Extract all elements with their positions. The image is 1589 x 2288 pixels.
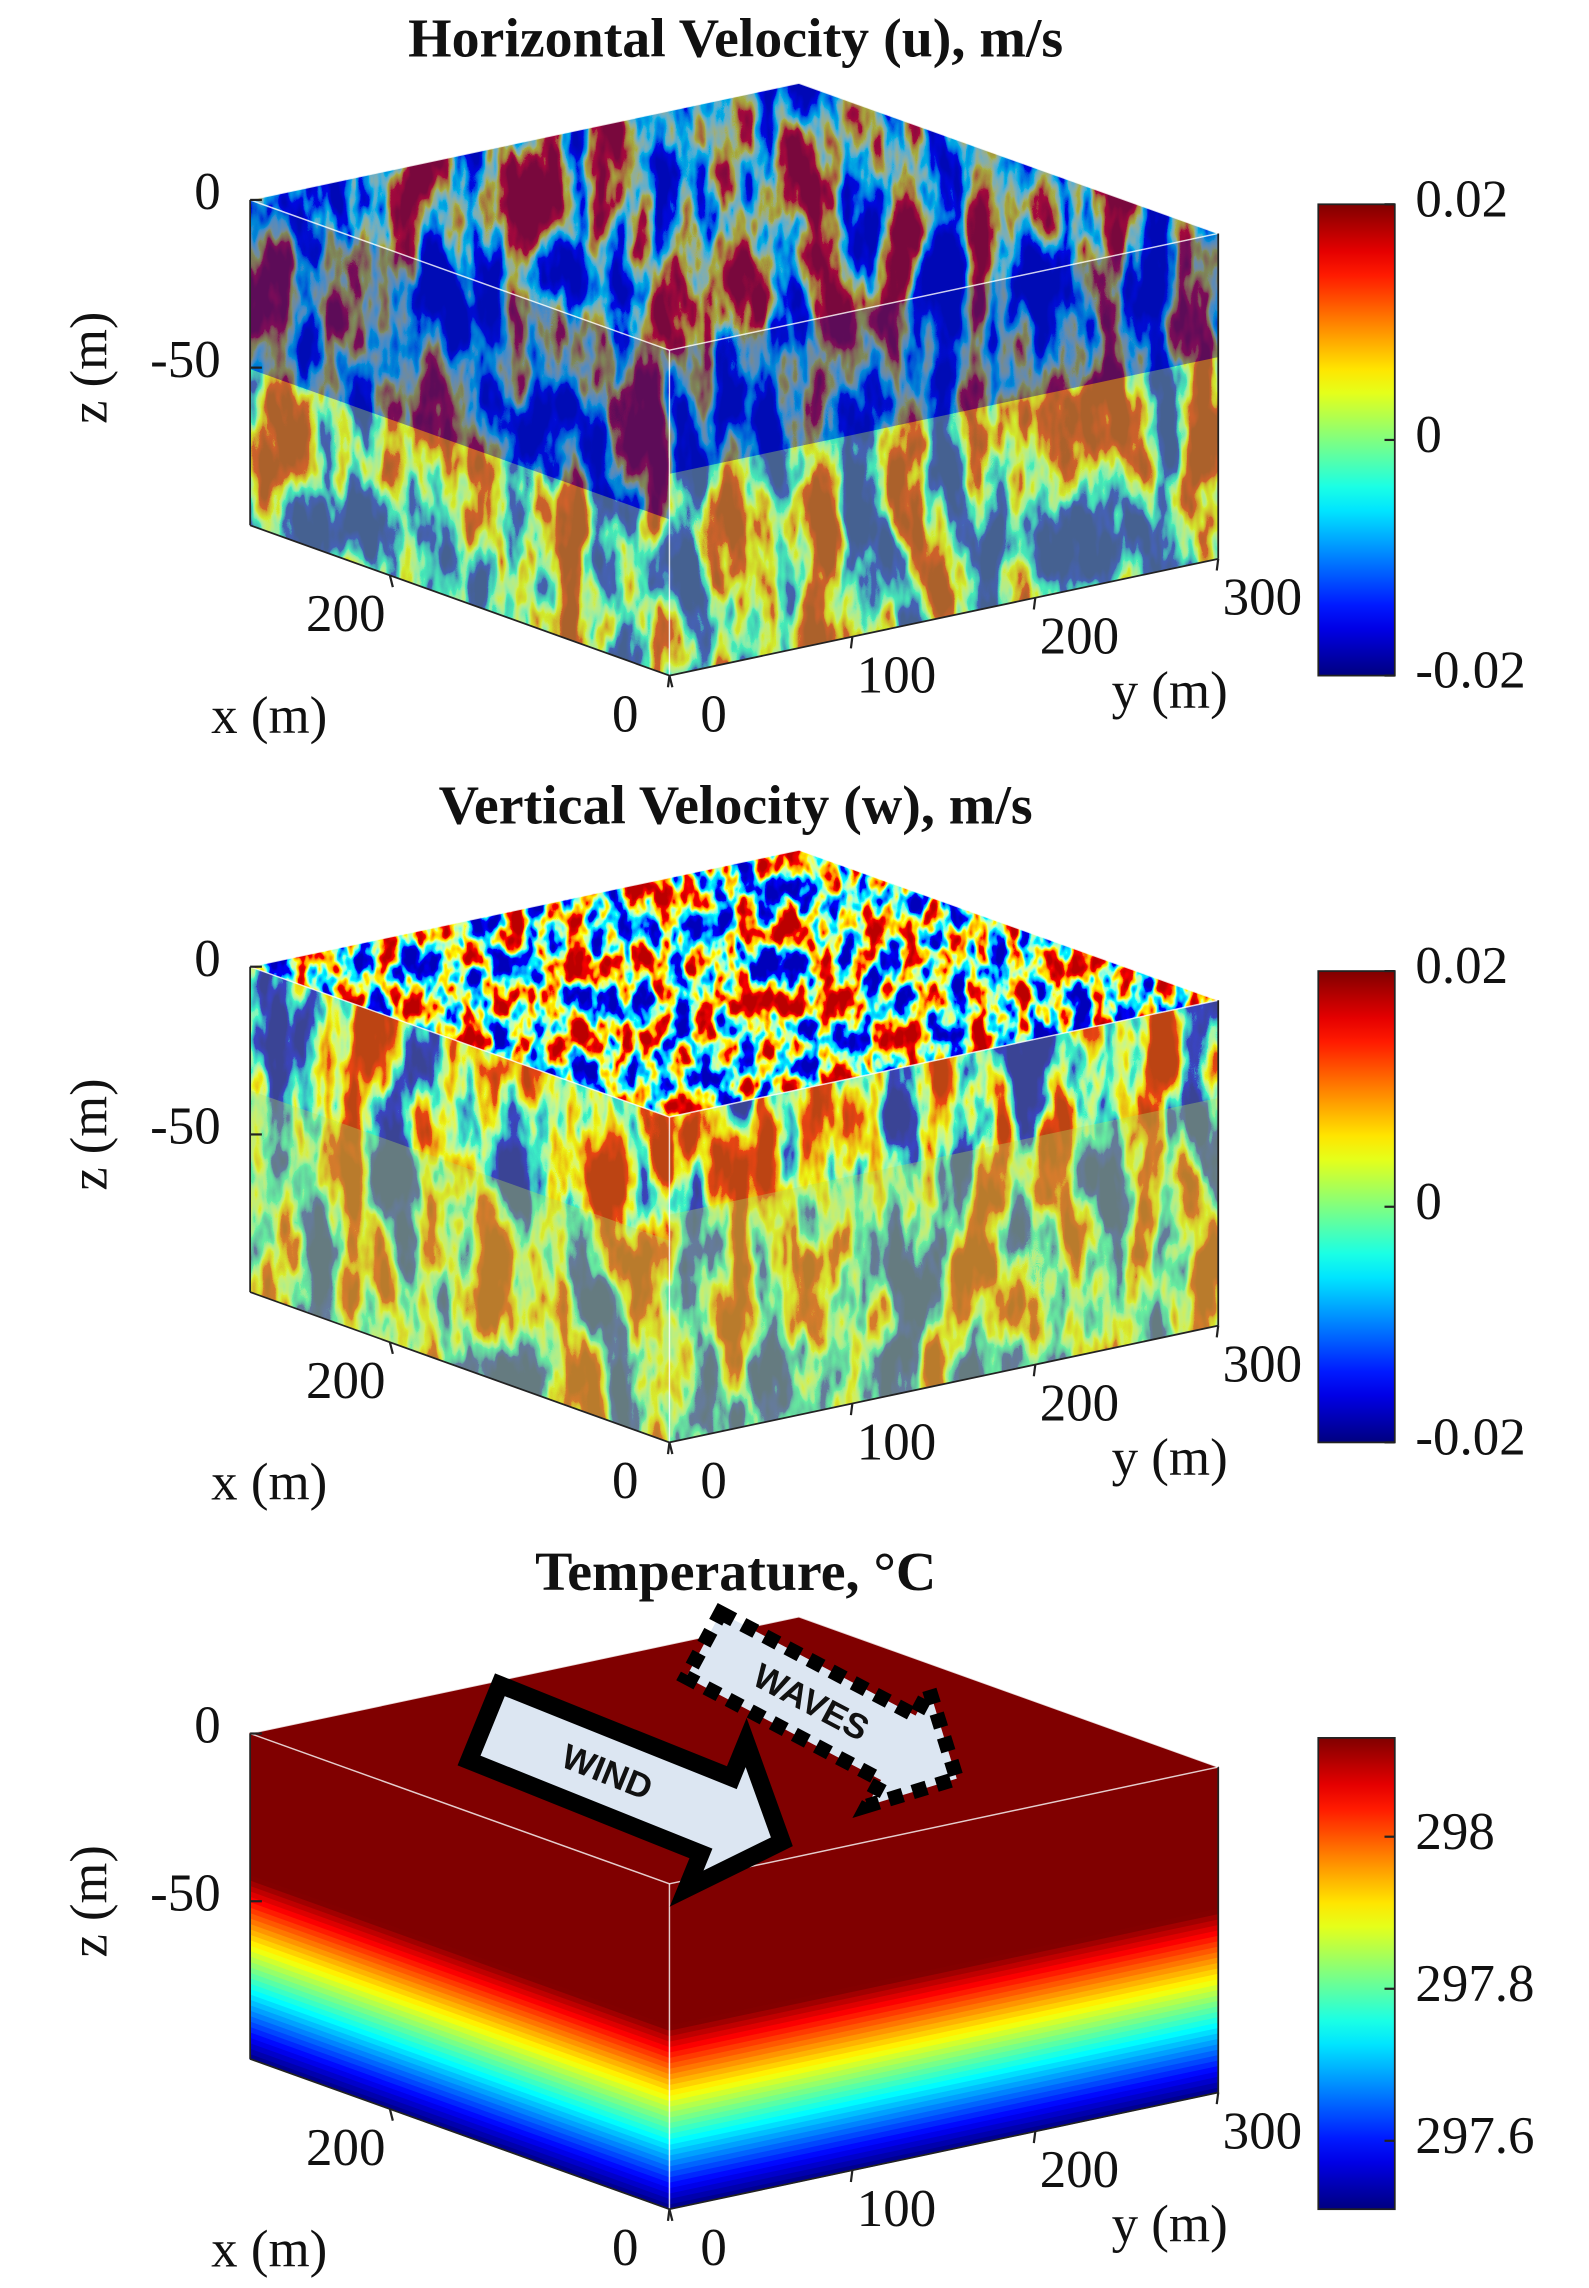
x-tick bbox=[388, 1341, 394, 1355]
y-tick bbox=[1032, 1364, 1037, 1377]
x-tick-label: 0 bbox=[612, 686, 638, 744]
box-edge bbox=[798, 849, 1219, 1001]
axis-line bbox=[669, 1324, 1219, 1444]
wind-arrow: WIND bbox=[457, 1673, 793, 1907]
z-tick-label: -50 bbox=[150, 1865, 221, 1923]
y-tick-label: 300 bbox=[1223, 1336, 1302, 1394]
colorbar-tick-label: -0.02 bbox=[1415, 1409, 1525, 1467]
box-edge bbox=[249, 82, 800, 201]
box-edge bbox=[669, 999, 1219, 1118]
y-axis-label: y (m) bbox=[1112, 662, 1228, 720]
y-tick bbox=[1032, 597, 1037, 610]
colorbar-tick-label: 298 bbox=[1415, 1803, 1494, 1861]
y-tick-label: 0 bbox=[700, 686, 726, 744]
z-tick-label: 0 bbox=[194, 930, 220, 988]
box-edge bbox=[249, 966, 670, 1118]
panel-title: Vertical Velocity (w), m/s bbox=[439, 775, 1033, 837]
panel-title: Horizontal Velocity (u), m/s bbox=[408, 8, 1063, 70]
colorbar-tick-label: 0 bbox=[1415, 406, 1441, 464]
axis-line bbox=[249, 524, 670, 677]
z-tick-label: 0 bbox=[194, 1697, 220, 1755]
upper-layer bbox=[250, 966, 670, 1241]
y-tick bbox=[666, 2209, 671, 2222]
x-tick-label: 0 bbox=[612, 2219, 638, 2277]
y-tick bbox=[1215, 558, 1220, 571]
y-tick-label: 100 bbox=[857, 647, 936, 705]
y-axis-label: y (m) bbox=[1112, 1429, 1228, 1487]
y-tick-label: 300 bbox=[1223, 2102, 1302, 2160]
x-tick-label: 200 bbox=[306, 585, 385, 643]
x-tick bbox=[388, 575, 394, 588]
box-edge bbox=[669, 1766, 1219, 1885]
y-tick-label: 200 bbox=[1040, 2141, 1119, 2199]
y-tick bbox=[666, 675, 671, 688]
lower-layer bbox=[250, 369, 670, 676]
box-edge bbox=[798, 1616, 1219, 1768]
x-tick-label: 200 bbox=[306, 1352, 385, 1410]
y-tick bbox=[1032, 2131, 1037, 2144]
upper-layer bbox=[669, 1000, 1219, 1215]
axis-line bbox=[669, 558, 1219, 677]
y-tick-label: 100 bbox=[857, 2180, 936, 2238]
face bbox=[669, 1000, 1219, 1443]
x-axis-label: x (m) bbox=[211, 1454, 327, 1512]
lower-layer bbox=[250, 1090, 670, 1443]
x-tick-label: 200 bbox=[306, 2119, 385, 2177]
axis-line bbox=[249, 2058, 670, 2211]
colorbar-tick-label: -0.02 bbox=[1415, 642, 1525, 700]
colorbar-tick-label: 297.8 bbox=[1415, 1955, 1534, 2013]
colorbar-tick-label: 0.02 bbox=[1415, 171, 1508, 229]
y-tick bbox=[849, 2170, 854, 2183]
colorbar bbox=[1317, 203, 1396, 677]
lower-layer bbox=[669, 1097, 1219, 1443]
box-edge bbox=[249, 199, 670, 351]
axis-line bbox=[249, 1291, 670, 1444]
y-tick bbox=[1215, 1325, 1220, 1338]
y-tick bbox=[1215, 2092, 1220, 2105]
mixed-layer bbox=[250, 83, 1219, 351]
x-tick bbox=[388, 2108, 394, 2121]
z-tick-label: -50 bbox=[150, 1098, 221, 1156]
box-edge bbox=[669, 232, 1219, 351]
z-axis-label: z (m) bbox=[60, 1845, 118, 1957]
y-tick-label: 0 bbox=[700, 1452, 726, 1510]
y-tick bbox=[849, 1403, 854, 1416]
arrow-shape bbox=[457, 1673, 793, 1907]
colorbar bbox=[1317, 1737, 1396, 2211]
colorbar-tick-label: 297.6 bbox=[1415, 2107, 1534, 2165]
lower-layer bbox=[669, 357, 1219, 676]
panels: Horizontal Velocity (u), m/s -50 0 0 200 0 100… bbox=[60, 8, 1534, 2279]
y-tick-label: 0 bbox=[700, 2219, 726, 2277]
z-tick-label: -50 bbox=[150, 331, 221, 389]
z-axis-label: z (m) bbox=[60, 1078, 118, 1190]
z-tick-label: 0 bbox=[194, 163, 220, 221]
y-tick bbox=[666, 1442, 671, 1455]
mixed-layer bbox=[669, 233, 1219, 474]
z-axis-label: z (m) bbox=[60, 312, 118, 424]
panel: Horizontal Velocity (u), m/s -50 0 0 200 0 100… bbox=[60, 8, 1526, 745]
y-tick-label: 200 bbox=[1040, 1375, 1119, 1433]
panel-title: Temperature, °C bbox=[535, 1541, 936, 1603]
y-tick-label: 300 bbox=[1223, 569, 1302, 627]
x-axis-label: x (m) bbox=[211, 687, 327, 745]
box-edge bbox=[798, 82, 1219, 235]
colorbar-tick-label: 0 bbox=[1415, 1173, 1441, 1231]
y-tick-label: 200 bbox=[1040, 608, 1119, 666]
panel: Vertical Velocity (w), m/s -50 0 0 200 0 100 20… bbox=[60, 775, 1526, 1512]
axis-line bbox=[669, 2091, 1219, 2211]
mixed-layer bbox=[250, 199, 670, 520]
panel: Temperature, °C -50 0 0 200 0 100 200 300 z (m) x … bbox=[60, 1541, 1534, 2278]
box-edge bbox=[249, 1732, 670, 1885]
y-tick-label: 100 bbox=[857, 1414, 936, 1472]
colorbar bbox=[1317, 970, 1396, 1444]
arrow-shape bbox=[676, 1603, 966, 1818]
colorbar-tick-label: 0.02 bbox=[1415, 937, 1508, 995]
x-axis-label: x (m) bbox=[211, 2221, 327, 2279]
y-axis-label: y (m) bbox=[1112, 2196, 1228, 2254]
x-tick-label: 0 bbox=[612, 1452, 638, 1510]
box-edge bbox=[249, 849, 800, 968]
y-tick bbox=[849, 636, 854, 649]
